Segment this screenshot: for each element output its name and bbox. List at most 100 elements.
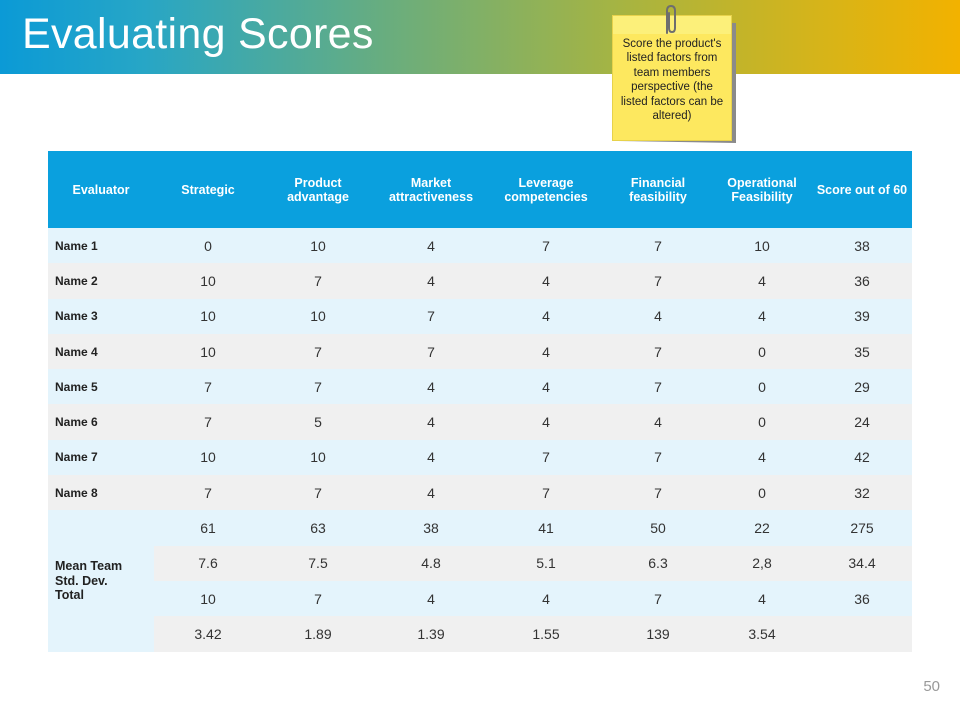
table-cell: 1.39 [374, 616, 488, 652]
table-cell: 4 [488, 333, 604, 370]
table-cell: 7 [604, 228, 712, 264]
table-cell: 4 [374, 580, 488, 617]
table-cell: 7 [374, 298, 488, 334]
table-cell: 4 [374, 475, 488, 511]
table-cell: 7 [262, 580, 374, 617]
header-product-advantage: Product advantage [262, 151, 374, 228]
table-cell: 7 [604, 369, 712, 405]
summary-row-mean: Mean Team Std. Dev. Total 61 63 38 41 50… [48, 510, 912, 652]
summary-label-total: Total [55, 588, 84, 603]
table-cell: 139 [604, 616, 712, 652]
table-cell: 0 [712, 475, 812, 511]
table-cell: 7 [488, 228, 604, 264]
table-row: Name 6 7 5 4 4 4 0 24 [48, 404, 912, 440]
table-cell: 4 [374, 404, 488, 440]
table-cell: 39 [812, 298, 912, 334]
summary-row: 3.42 1.89 1.39 1.55 139 3.54 [48, 616, 912, 652]
header-strategic: Strategic [154, 151, 262, 228]
evaluator-name: Name 6 [48, 404, 154, 440]
evaluator-name: Name 4 [48, 333, 154, 370]
table-cell: 61 [154, 510, 262, 546]
table-cell: 4 [488, 404, 604, 440]
table-cell: 7 [262, 263, 374, 299]
table-cell: 41 [488, 510, 604, 546]
table-cell: 50 [604, 510, 712, 546]
scores-table-wrap: Evaluator Strategic Product advantage Ma… [48, 151, 912, 652]
table-cell: 4 [712, 263, 812, 299]
table-cell: 7 [154, 369, 262, 405]
table-cell: 42 [812, 439, 912, 476]
summary-label: Mean Team Std. Dev. Total [48, 510, 154, 652]
table-cell: 35 [812, 333, 912, 370]
table-cell: 7 [604, 439, 712, 476]
table-cell: 2,8 [712, 545, 812, 581]
summary-row: 10 7 4 4 7 4 36 [48, 580, 912, 617]
table-cell: 7 [154, 475, 262, 511]
table-row: Name 7 10 10 4 7 7 4 42 [48, 439, 912, 476]
table-cell: 7 [262, 333, 374, 370]
table-row: Name 8 7 7 4 7 7 0 32 [48, 475, 912, 511]
table-cell: 29 [812, 369, 912, 405]
table-cell: 7 [604, 263, 712, 299]
table-cell: 22 [712, 510, 812, 546]
table-cell: 4 [374, 369, 488, 405]
table-row: Name 4 10 7 7 4 7 0 35 [48, 333, 912, 370]
evaluator-name: Name 2 [48, 263, 154, 299]
table-cell: 6.3 [604, 545, 712, 581]
table-cell: 7 [262, 369, 374, 405]
table-row: Name 1 0 10 4 7 7 10 38 [48, 228, 912, 264]
title-bar: Evaluating Scores [0, 0, 960, 74]
table-cell: 34.4 [812, 545, 912, 581]
table-cell: 7 [488, 439, 604, 476]
table-cell: 10 [154, 298, 262, 334]
table-cell: 4 [604, 404, 712, 440]
table-cell: 38 [374, 510, 488, 546]
table-cell: 10 [154, 439, 262, 476]
table-cell: 7 [604, 475, 712, 511]
table-cell: 10 [262, 439, 374, 476]
table-cell: 36 [812, 263, 912, 299]
header-leverage-competencies: Leverage competencies [488, 151, 604, 228]
table-row: Name 3 10 10 7 4 4 4 39 [48, 298, 912, 334]
table-cell: 0 [154, 228, 262, 264]
table-row: Name 5 7 7 4 4 7 0 29 [48, 369, 912, 405]
table-cell: 4 [374, 263, 488, 299]
table-cell: 1.89 [262, 616, 374, 652]
evaluator-name: Name 7 [48, 439, 154, 476]
table-cell: 3.54 [712, 616, 812, 652]
table-cell: 4 [488, 263, 604, 299]
table-cell: 4 [374, 228, 488, 264]
table-cell: 7 [604, 333, 712, 370]
table-cell: 36 [812, 580, 912, 617]
sticky-note: Score the product's listed factors from … [612, 15, 732, 141]
table-cell: 4 [488, 369, 604, 405]
table-cell: 0 [712, 333, 812, 370]
paperclip-icon [666, 4, 676, 34]
evaluator-name: Name 5 [48, 369, 154, 405]
header-row: Evaluator Strategic Product advantage Ma… [48, 151, 912, 228]
table-cell: 275 [812, 510, 912, 546]
table-cell: 10 [154, 333, 262, 370]
table-cell: 24 [812, 404, 912, 440]
table-cell: 4 [604, 298, 712, 334]
table-cell: 38 [812, 228, 912, 264]
table-cell: 4 [712, 580, 812, 617]
table-cell: 0 [712, 369, 812, 405]
table-cell: 10 [154, 263, 262, 299]
table-cell: 7.5 [262, 545, 374, 581]
evaluator-name: Name 8 [48, 475, 154, 511]
summary-row: 7.6 7.5 4.8 5.1 6.3 2,8 34.4 [48, 545, 912, 581]
summary-label-stddev: Std. Dev. [55, 573, 108, 588]
table-cell: 63 [262, 510, 374, 546]
table-cell: 7 [488, 475, 604, 511]
table-cell [812, 616, 912, 652]
table-cell: 4 [374, 439, 488, 476]
sticky-note-fold [613, 16, 731, 34]
header-market-attractiveness: Market attractiveness [374, 151, 488, 228]
table-cell: 10 [154, 580, 262, 617]
table-cell: 5 [262, 404, 374, 440]
table-cell: 4 [488, 298, 604, 334]
table-cell: 7 [374, 333, 488, 370]
evaluator-name: Name 3 [48, 298, 154, 334]
page-number: 50 [923, 678, 940, 695]
